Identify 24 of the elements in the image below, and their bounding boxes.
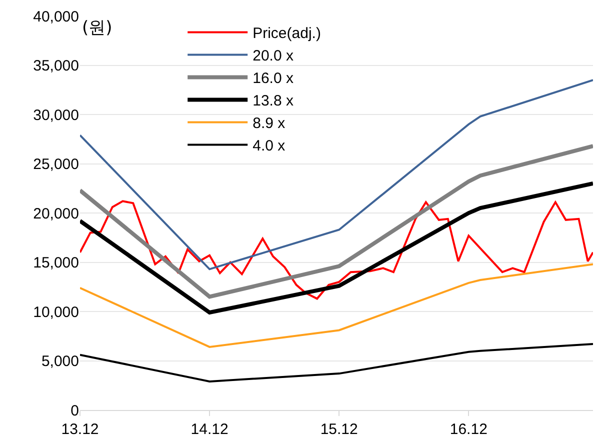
y-tick-label: 5,000 — [41, 353, 79, 370]
line-series — [80, 263, 593, 348]
legend-label: 20.0 x — [252, 48, 294, 65]
line-series — [80, 200, 593, 300]
y-tick-label: 15,000 — [33, 254, 79, 272]
y-tick-label: 0 — [70, 402, 79, 420]
x-tick-label: 16.12 — [450, 421, 488, 438]
y-tick-label: 20,000 — [33, 205, 79, 222]
y-tick-label: 30,000 — [33, 106, 79, 124]
legend-label: 8.9 x — [252, 115, 286, 132]
x-tick-label: 13.12 — [61, 421, 99, 438]
legend-label: Price(adj.) — [252, 25, 321, 42]
x-tick-label: 15.12 — [320, 421, 358, 438]
legend-label: 4.0 x — [252, 138, 286, 155]
y-tick-label: 35,000 — [33, 58, 79, 74]
line-series — [80, 181, 593, 314]
y-tick-label: 25,000 — [33, 156, 79, 173]
x-tick-label: 14.12 — [190, 421, 228, 438]
line-series — [80, 343, 593, 382]
y-tick-label: 10,000 — [33, 304, 79, 321]
legend-label: 16.0 x — [252, 70, 294, 88]
legend-label: 13.8 x — [252, 92, 294, 110]
y-tick-label: 40,000 — [33, 8, 79, 26]
annotation: (원) — [82, 18, 112, 38]
